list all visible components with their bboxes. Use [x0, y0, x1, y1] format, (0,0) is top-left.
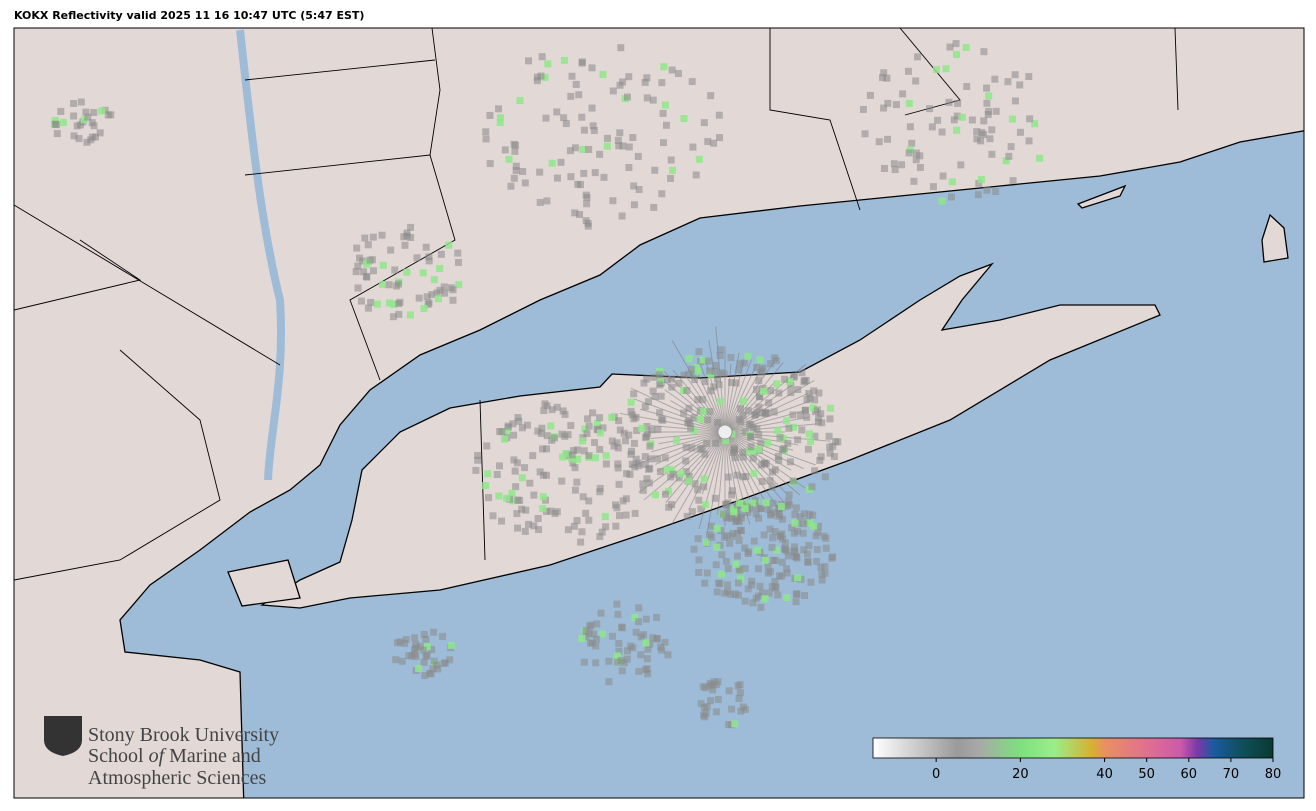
- hudson-river: [236, 29, 286, 481]
- colorbar-tick-label: 40: [1096, 767, 1113, 782]
- logo-shield: [44, 716, 82, 756]
- colorbar-tick-label: 70: [1223, 767, 1240, 782]
- logo-text: Marine and: [169, 745, 261, 767]
- logo: Stony Brook University School of Marine …: [44, 716, 279, 789]
- colorbar-tick-label: 20: [1012, 767, 1029, 782]
- map-frame: [13, 27, 1305, 799]
- logo-text: of: [149, 745, 167, 767]
- logo-line-1: Stony Brook University: [88, 724, 279, 746]
- logo-line-2: School of Marine and: [88, 745, 261, 767]
- logo-line-3: Atmospheric Sciences: [88, 767, 266, 789]
- colorbar-tick-label: 80: [1265, 767, 1282, 782]
- radar-echoes: [51, 40, 1044, 729]
- radar-site: [717, 424, 733, 440]
- colorbar-fill: [872, 737, 1274, 759]
- colorbar-tick-label: 0: [932, 767, 940, 782]
- map-title: KOKX Reflectivity valid 2025 11 16 10:47…: [14, 9, 364, 22]
- colorbar: 0 20 40 50 60 70 80: [872, 737, 1282, 782]
- fishers-island: [1076, 184, 1127, 209]
- colorbar-tick-label: 60: [1181, 767, 1198, 782]
- staten-island: [227, 559, 301, 607]
- logo-text: School: [88, 745, 144, 767]
- block-island: [1261, 213, 1289, 263]
- mainland: [14, 28, 1304, 798]
- colorbar-tick-label: 50: [1138, 767, 1155, 782]
- map: [14, 28, 1304, 798]
